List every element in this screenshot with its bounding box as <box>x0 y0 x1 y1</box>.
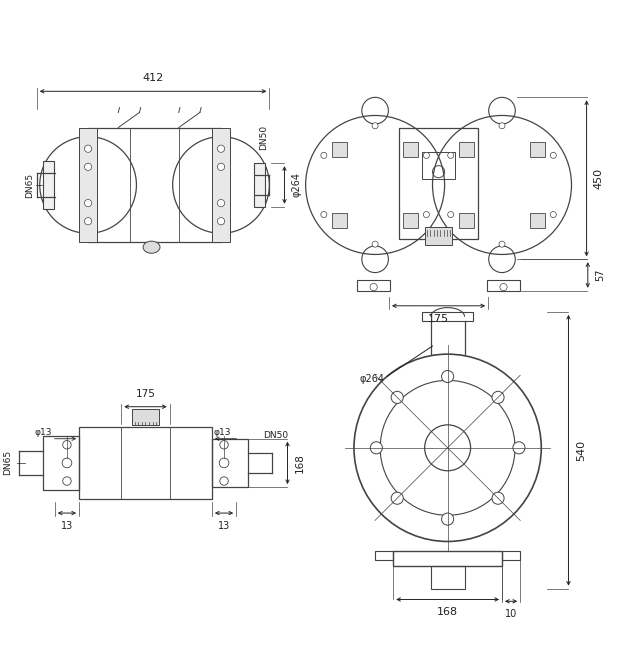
Bar <box>212 439 248 487</box>
Text: φ264: φ264 <box>359 374 384 384</box>
Bar <box>393 551 502 565</box>
Circle shape <box>370 284 378 290</box>
Bar <box>333 143 347 157</box>
Circle shape <box>423 212 429 218</box>
Circle shape <box>447 153 454 159</box>
Circle shape <box>550 153 557 159</box>
Circle shape <box>217 145 225 153</box>
Circle shape <box>62 458 72 468</box>
Circle shape <box>84 218 92 225</box>
Circle shape <box>447 212 454 218</box>
Bar <box>403 213 417 228</box>
Circle shape <box>370 442 383 454</box>
Text: φ13: φ13 <box>34 428 52 437</box>
Circle shape <box>372 123 378 129</box>
Circle shape <box>442 513 454 525</box>
Bar <box>502 551 520 559</box>
Text: φ264: φ264 <box>292 172 302 197</box>
Text: 168: 168 <box>437 607 458 617</box>
Circle shape <box>391 392 403 404</box>
Circle shape <box>423 153 429 159</box>
Circle shape <box>550 212 557 218</box>
Bar <box>426 227 452 245</box>
Circle shape <box>220 440 228 449</box>
Text: 168: 168 <box>295 453 305 473</box>
Bar <box>431 565 464 589</box>
Bar <box>212 128 230 242</box>
Circle shape <box>217 199 225 206</box>
Bar <box>43 161 54 209</box>
Circle shape <box>321 212 327 218</box>
Bar <box>357 280 390 290</box>
Text: 13: 13 <box>218 521 230 531</box>
Bar <box>530 143 545 157</box>
Bar <box>403 143 417 157</box>
Bar <box>422 312 473 321</box>
Circle shape <box>372 241 378 247</box>
Bar <box>399 128 478 239</box>
Circle shape <box>513 442 525 454</box>
Text: 175: 175 <box>135 389 155 399</box>
Text: DN50: DN50 <box>263 431 288 440</box>
Bar <box>422 152 456 179</box>
Text: 175: 175 <box>428 314 449 324</box>
Circle shape <box>217 218 225 225</box>
Circle shape <box>499 123 505 129</box>
Bar <box>530 213 545 228</box>
Bar <box>487 280 520 290</box>
Circle shape <box>63 477 71 486</box>
Circle shape <box>492 492 504 504</box>
Bar <box>132 408 158 426</box>
Circle shape <box>63 440 71 449</box>
Bar <box>88 128 221 242</box>
Circle shape <box>84 163 92 170</box>
Bar <box>375 551 393 559</box>
Circle shape <box>84 199 92 206</box>
Text: 540: 540 <box>576 440 586 461</box>
Bar <box>79 128 97 242</box>
Circle shape <box>219 458 229 468</box>
Circle shape <box>391 492 403 504</box>
Ellipse shape <box>143 241 160 253</box>
Bar <box>459 143 474 157</box>
Circle shape <box>220 477 228 486</box>
Circle shape <box>492 392 504 404</box>
Text: DN65: DN65 <box>4 450 12 476</box>
Text: DN65: DN65 <box>25 172 34 198</box>
Bar <box>459 213 474 228</box>
Text: 450: 450 <box>594 168 604 189</box>
Text: DN50: DN50 <box>259 125 268 150</box>
Circle shape <box>84 145 92 153</box>
Text: 412: 412 <box>142 73 163 83</box>
Text: φ13: φ13 <box>213 428 231 437</box>
Bar <box>333 213 347 228</box>
Bar <box>43 436 79 490</box>
Circle shape <box>217 163 225 170</box>
Text: 57: 57 <box>595 269 605 281</box>
Text: 10: 10 <box>505 609 517 619</box>
Bar <box>254 163 265 206</box>
Bar <box>79 427 212 500</box>
Circle shape <box>499 241 505 247</box>
Text: 13: 13 <box>61 521 73 531</box>
Circle shape <box>500 284 507 290</box>
Circle shape <box>321 153 327 159</box>
Circle shape <box>442 370 454 382</box>
